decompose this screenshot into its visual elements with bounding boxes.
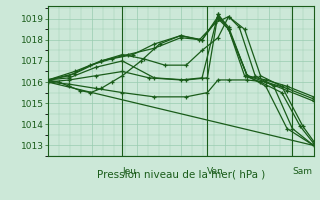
Text: Jeu: Jeu — [122, 167, 136, 176]
Text: Sam: Sam — [292, 167, 312, 176]
X-axis label: Pression niveau de la mer( hPa ): Pression niveau de la mer( hPa ) — [97, 170, 265, 180]
Text: Ven: Ven — [207, 167, 224, 176]
